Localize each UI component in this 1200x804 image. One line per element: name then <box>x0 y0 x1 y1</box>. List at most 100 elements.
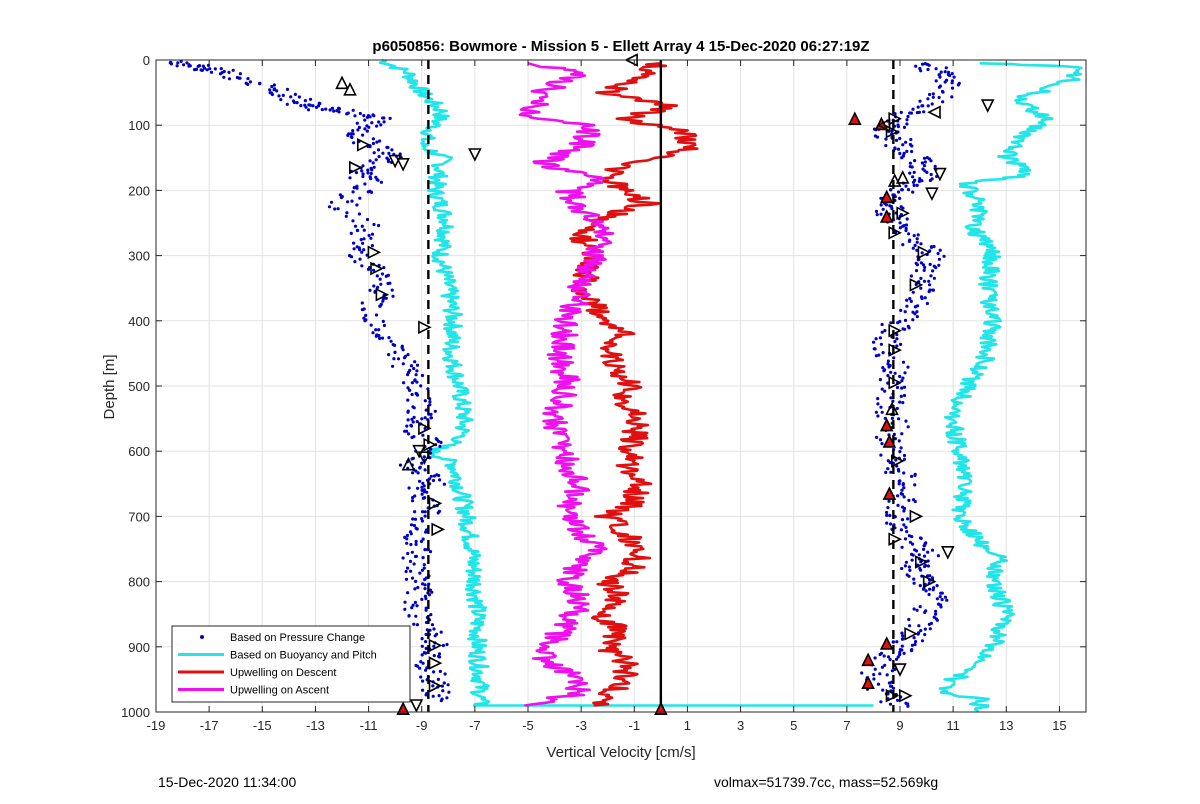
pressure-change-point <box>942 254 946 258</box>
pressure-change-point <box>901 482 905 486</box>
pressure-change-point <box>913 243 917 247</box>
pressure-change-point <box>882 654 886 658</box>
pressure-change-point <box>430 623 435 627</box>
pressure-change-point <box>419 539 424 544</box>
pressure-change-point <box>880 410 884 414</box>
pressure-change-point <box>409 423 413 427</box>
pressure-change-point <box>412 366 416 371</box>
pressure-change-point <box>919 276 923 280</box>
marker-layer <box>335 53 995 716</box>
pressure-change-point <box>421 556 425 560</box>
pressure-change-point <box>168 61 172 65</box>
pressure-change-point <box>408 559 413 564</box>
pressure-change-point <box>903 318 908 322</box>
pressure-change-point <box>384 296 388 300</box>
pressure-change-point <box>390 288 394 292</box>
pressure-change-point <box>412 562 416 566</box>
pressure-change-point <box>940 598 944 602</box>
pressure-change-point <box>443 672 447 676</box>
pressure-change-point <box>424 530 428 534</box>
pressure-change-point <box>406 418 410 422</box>
pressure-change-point <box>926 550 930 554</box>
pressure-change-point <box>324 107 328 111</box>
pressure-change-point <box>344 214 348 218</box>
pressure-change-point <box>900 644 904 648</box>
pressure-change-point <box>934 612 938 616</box>
series-layer <box>168 58 1083 713</box>
pressure-change-point <box>922 164 927 168</box>
pressure-change-point <box>920 639 925 643</box>
pressure-change-point <box>270 84 274 89</box>
pressure-change-point <box>908 161 913 165</box>
pressure-change-point <box>369 190 374 194</box>
pressure-change-point <box>886 359 891 363</box>
pressure-change-point <box>910 558 914 562</box>
pressure-change-point <box>328 108 332 112</box>
pressure-change-point <box>952 75 956 79</box>
pressure-change-point <box>369 236 373 240</box>
pressure-change-point <box>928 587 932 591</box>
pressure-change-point <box>420 461 424 465</box>
pressure-change-point <box>420 653 424 657</box>
pressure-change-point <box>944 66 948 70</box>
pressure-change-point <box>888 513 892 518</box>
pressure-change-point <box>422 490 426 494</box>
pressure-change-point <box>201 64 205 68</box>
pressure-change-point <box>911 318 915 322</box>
pressure-change-point <box>883 389 887 393</box>
pressure-change-point <box>924 541 928 545</box>
pressure-change-point <box>416 471 420 475</box>
pressure-change-point <box>906 188 911 192</box>
pressure-change-point <box>904 560 909 564</box>
pressure-change-point <box>372 268 376 272</box>
pressure-change-point <box>884 137 888 141</box>
marker-triangle-up <box>861 675 875 690</box>
pressure-change-point <box>358 111 362 116</box>
pressure-change-point <box>348 176 352 180</box>
pressure-change-point <box>275 89 279 93</box>
marker-triangle-down <box>412 444 426 459</box>
pressure-change-point <box>285 87 290 91</box>
pressure-change-point <box>899 446 903 450</box>
x-tick-label: 13 <box>999 718 1013 733</box>
pressure-change-point <box>932 276 937 280</box>
pressure-change-point <box>371 113 375 117</box>
pressure-change-point <box>913 642 917 647</box>
marker-triangle-right <box>888 532 902 546</box>
pressure-change-point <box>934 67 938 71</box>
pressure-change-point <box>410 457 414 461</box>
pressure-change-point <box>374 158 378 162</box>
pressure-change-point <box>377 155 381 159</box>
pressure-change-point <box>417 479 422 483</box>
pressure-change-point <box>346 200 350 204</box>
pressure-change-point <box>943 70 947 74</box>
pressure-change-point <box>406 398 410 402</box>
pressure-change-point <box>425 490 429 494</box>
pressure-change-point <box>415 604 419 608</box>
marker-triangle-right <box>922 574 937 589</box>
marker-triangle-down <box>396 158 410 172</box>
pressure-change-point <box>926 564 931 568</box>
pressure-change-point <box>424 606 428 610</box>
pressure-change-point <box>900 488 904 492</box>
pressure-change-point <box>860 671 864 675</box>
pressure-change-point <box>879 700 883 704</box>
pressure-change-point <box>941 90 945 94</box>
pressure-change-point <box>934 609 938 613</box>
pressure-change-point <box>896 190 901 194</box>
marker-triangle-up <box>885 401 899 416</box>
marker-triangle-up <box>879 417 894 432</box>
pressure-change-point <box>943 595 948 599</box>
pressure-change-point <box>415 527 419 531</box>
pressure-change-point <box>372 222 376 227</box>
marker-triangle-up <box>879 636 894 650</box>
pressure-change-point <box>205 68 209 72</box>
marker-triangle-right <box>888 226 902 240</box>
pressure-change-point <box>375 140 379 144</box>
pressure-change-point <box>903 310 907 314</box>
pressure-change-point <box>914 64 918 68</box>
y-tick-label: 200 <box>128 183 150 198</box>
y-tick-label: 500 <box>128 379 150 394</box>
y-tick-label: 300 <box>128 249 150 264</box>
pressure-change-point <box>915 237 919 241</box>
